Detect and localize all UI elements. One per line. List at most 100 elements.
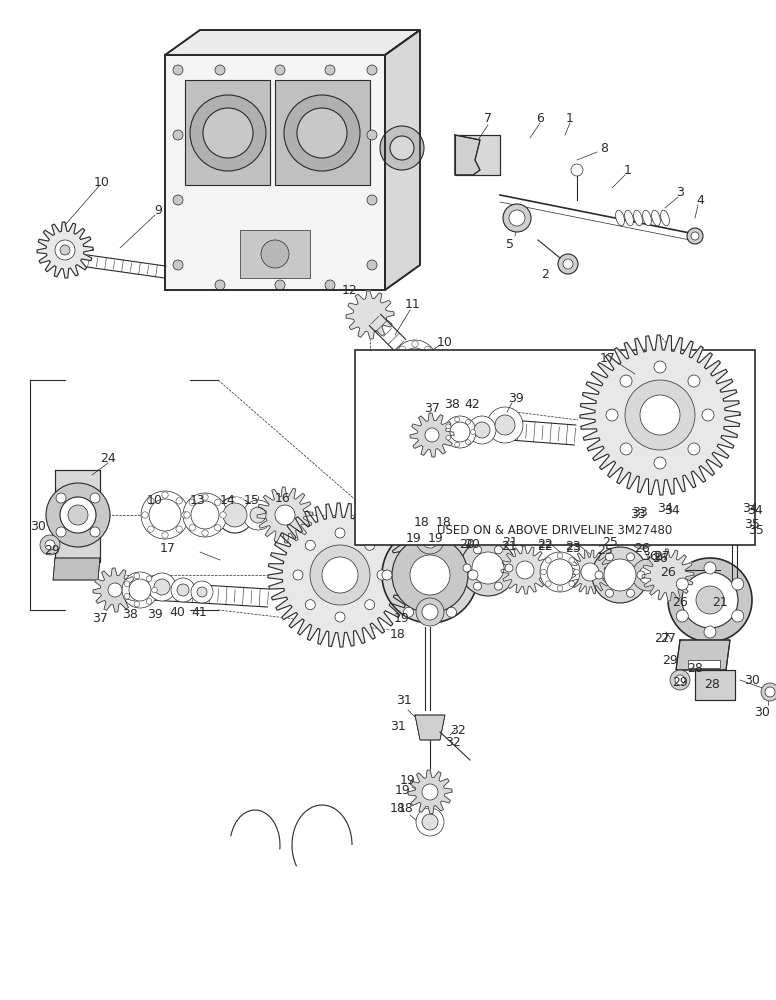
Polygon shape xyxy=(240,230,310,278)
Polygon shape xyxy=(640,525,683,545)
Polygon shape xyxy=(642,549,694,601)
Circle shape xyxy=(690,517,700,527)
Polygon shape xyxy=(93,568,137,612)
Circle shape xyxy=(162,492,168,498)
Circle shape xyxy=(134,601,140,607)
Text: 15: 15 xyxy=(244,493,260,506)
Circle shape xyxy=(108,583,122,597)
Circle shape xyxy=(197,587,207,597)
Circle shape xyxy=(626,589,635,597)
Circle shape xyxy=(468,416,496,444)
Circle shape xyxy=(243,500,273,530)
Circle shape xyxy=(546,581,551,586)
Circle shape xyxy=(620,375,632,387)
Circle shape xyxy=(505,564,513,572)
Circle shape xyxy=(463,564,471,572)
Ellipse shape xyxy=(615,210,625,226)
Text: 11: 11 xyxy=(405,298,421,312)
Text: 1: 1 xyxy=(566,111,574,124)
Circle shape xyxy=(171,578,195,602)
Text: 34: 34 xyxy=(742,502,758,514)
Circle shape xyxy=(183,493,227,537)
Circle shape xyxy=(635,530,649,544)
Circle shape xyxy=(261,240,289,268)
Text: 20: 20 xyxy=(459,538,475,552)
Text: 31: 31 xyxy=(396,694,412,706)
Circle shape xyxy=(412,377,418,383)
Circle shape xyxy=(682,572,738,628)
Circle shape xyxy=(540,552,580,592)
Circle shape xyxy=(691,232,699,240)
Polygon shape xyxy=(275,80,370,185)
Circle shape xyxy=(203,108,253,158)
Circle shape xyxy=(494,546,503,554)
Text: 20: 20 xyxy=(464,538,480,552)
Circle shape xyxy=(182,512,189,518)
Circle shape xyxy=(380,126,424,170)
Circle shape xyxy=(416,598,444,626)
Text: 10: 10 xyxy=(147,493,163,506)
Text: 21: 21 xyxy=(712,595,728,608)
Ellipse shape xyxy=(643,210,651,226)
Text: 13: 13 xyxy=(190,493,206,506)
Text: 3: 3 xyxy=(676,186,684,198)
Circle shape xyxy=(704,562,716,574)
Text: 17: 17 xyxy=(600,352,616,364)
Polygon shape xyxy=(501,546,549,594)
Circle shape xyxy=(176,498,182,504)
Circle shape xyxy=(455,417,459,422)
Text: 35: 35 xyxy=(744,518,760,532)
Circle shape xyxy=(134,573,140,579)
Circle shape xyxy=(275,65,285,75)
Circle shape xyxy=(310,545,370,605)
Circle shape xyxy=(668,558,752,642)
Circle shape xyxy=(573,569,580,575)
Text: 23: 23 xyxy=(565,540,581,552)
Polygon shape xyxy=(165,30,420,55)
Circle shape xyxy=(677,578,688,590)
Text: 1: 1 xyxy=(624,163,632,176)
Text: 30: 30 xyxy=(754,706,770,718)
Text: 18: 18 xyxy=(398,802,414,814)
Circle shape xyxy=(202,530,208,536)
Text: 22: 22 xyxy=(537,538,553,552)
Text: 37: 37 xyxy=(424,401,440,414)
Circle shape xyxy=(45,540,55,550)
Circle shape xyxy=(640,395,680,435)
Circle shape xyxy=(509,210,525,226)
Circle shape xyxy=(654,457,666,469)
Circle shape xyxy=(146,599,152,604)
Circle shape xyxy=(275,505,295,525)
Polygon shape xyxy=(580,335,740,495)
Circle shape xyxy=(393,340,437,384)
Circle shape xyxy=(147,526,154,532)
Text: 27: 27 xyxy=(654,632,670,645)
Ellipse shape xyxy=(625,210,633,226)
Circle shape xyxy=(569,558,574,563)
Polygon shape xyxy=(165,55,385,290)
Circle shape xyxy=(46,483,110,547)
Circle shape xyxy=(68,505,88,525)
Circle shape xyxy=(637,571,645,579)
Circle shape xyxy=(422,532,438,548)
Circle shape xyxy=(735,523,745,533)
Circle shape xyxy=(367,130,377,140)
Circle shape xyxy=(470,430,476,434)
Circle shape xyxy=(293,570,303,580)
Circle shape xyxy=(630,525,654,549)
Circle shape xyxy=(416,526,444,554)
Text: 8: 8 xyxy=(600,141,608,154)
Polygon shape xyxy=(688,660,720,668)
Circle shape xyxy=(146,576,152,581)
Text: 23: 23 xyxy=(565,542,581,554)
Circle shape xyxy=(466,419,470,424)
Circle shape xyxy=(148,573,176,601)
Polygon shape xyxy=(257,487,313,543)
Text: 24: 24 xyxy=(100,452,116,464)
Polygon shape xyxy=(455,135,480,175)
Ellipse shape xyxy=(652,210,660,226)
Circle shape xyxy=(546,558,551,563)
Circle shape xyxy=(404,607,414,617)
Circle shape xyxy=(124,593,130,599)
Text: 32: 32 xyxy=(450,724,466,736)
